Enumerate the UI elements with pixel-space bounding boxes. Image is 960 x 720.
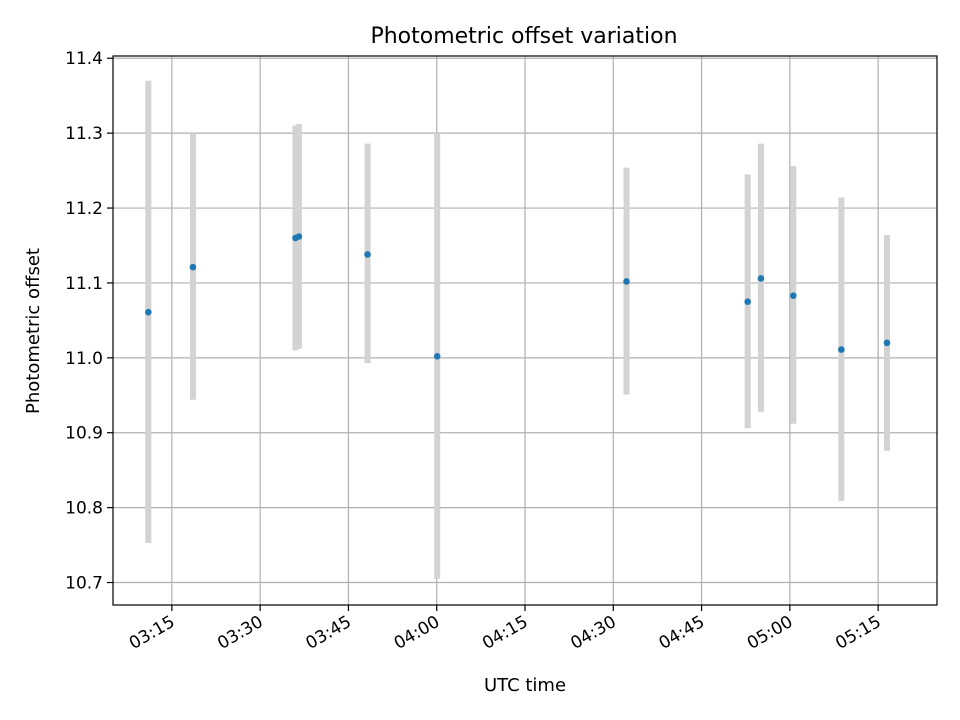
x-tick-label: 04:45 [656,612,708,654]
data-point [883,339,891,347]
data-point [757,275,765,282]
y-tick-label: 10.7 [65,574,103,594]
x-tick-label: 04:30 [567,612,619,654]
x-axis-ticks: 03:15 03:30 03:45 04:00 04:15 04:30 04:45 05:00… [126,605,885,654]
data-point [364,251,371,258]
y-tick-label: 11.3 [65,124,103,144]
y-tick-label: 11.2 [65,199,103,219]
grid [113,56,937,605]
data-point [189,263,197,271]
data-point [744,298,751,305]
x-tick-label: 05:00 [744,612,796,654]
x-tick-label: 03:30 [214,612,266,654]
y-tick-label: 11.4 [65,49,103,69]
data-points [145,233,891,360]
data-point [295,233,303,240]
x-axis-label: UTC time [484,675,566,696]
y-axis-label: Photometric offset [23,248,44,414]
data-point [433,353,441,360]
data-point [838,346,845,353]
data-point [145,308,152,316]
y-tick-label: 10.9 [65,424,103,444]
y-tick-label: 10.8 [65,499,103,519]
data-point [789,292,797,299]
chart-title: Photometric offset variation [370,24,677,49]
x-tick-label: 03:15 [126,612,178,654]
y-axis-ticks: 10.7 10.8 10.9 11.0 11.1 11.2 11.3 11.4 [65,49,113,594]
y-tick-label: 11.0 [65,349,103,369]
x-tick-label: 04:15 [479,612,531,654]
error-bars [145,80,890,579]
x-tick-label: 03:45 [302,612,354,654]
data-point [623,278,630,285]
x-tick-label: 05:15 [832,612,884,654]
x-tick-label: 04:00 [391,612,443,654]
y-tick-label: 11.1 [65,274,103,294]
